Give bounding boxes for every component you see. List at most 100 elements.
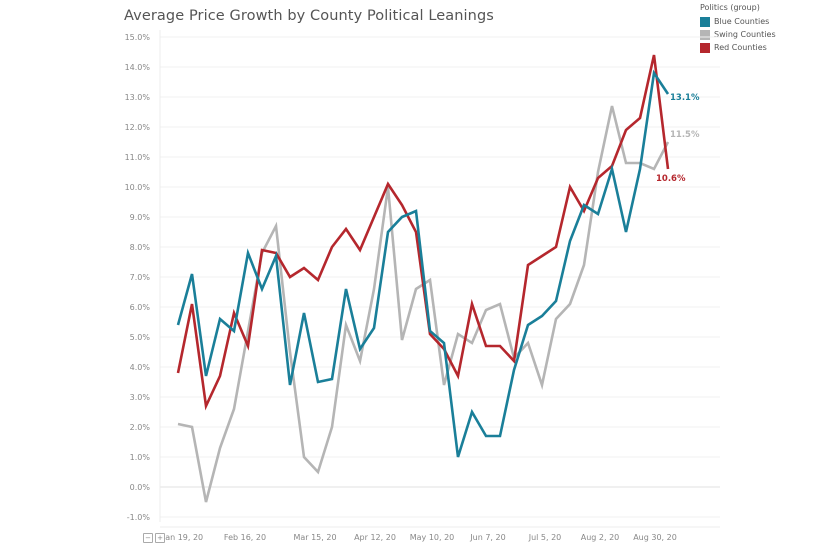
data-point-swing-counties[interactable] <box>303 456 305 458</box>
data-point-blue-counties[interactable] <box>373 327 375 329</box>
data-point-blue-counties[interactable] <box>443 342 445 344</box>
data-point-swing-counties[interactable] <box>191 426 193 428</box>
data-point-swing-counties[interactable] <box>345 324 347 326</box>
data-point-red-counties[interactable] <box>499 345 501 347</box>
data-point-blue-counties[interactable] <box>177 324 179 326</box>
zoom-in-button[interactable]: + <box>155 533 165 543</box>
data-point-blue-counties[interactable] <box>569 240 571 242</box>
data-point-blue-counties[interactable] <box>191 273 193 275</box>
data-point-blue-counties[interactable] <box>205 375 207 377</box>
data-point-swing-counties[interactable] <box>555 318 557 320</box>
data-point-blue-counties[interactable] <box>625 231 627 233</box>
data-point-swing-counties[interactable] <box>401 339 403 341</box>
data-point-swing-counties[interactable] <box>443 384 445 386</box>
data-point-red-counties[interactable] <box>345 228 347 230</box>
data-point-red-counties[interactable] <box>317 279 319 281</box>
legend-item-red-counties[interactable]: Red Counties <box>700 41 776 54</box>
data-point-red-counties[interactable] <box>247 345 249 347</box>
data-point-swing-counties[interactable] <box>331 426 333 428</box>
data-point-blue-counties[interactable] <box>499 435 501 437</box>
data-point-red-counties[interactable] <box>555 246 557 248</box>
data-point-swing-counties[interactable] <box>219 447 221 449</box>
data-point-red-counties[interactable] <box>191 303 193 305</box>
data-point-blue-counties[interactable] <box>261 288 263 290</box>
data-point-red-counties[interactable] <box>597 177 599 179</box>
data-point-red-counties[interactable] <box>513 360 515 362</box>
data-point-blue-counties[interactable] <box>317 381 319 383</box>
data-point-swing-counties[interactable] <box>541 384 543 386</box>
data-point-red-counties[interactable] <box>471 303 473 305</box>
data-point-blue-counties[interactable] <box>233 330 235 332</box>
data-point-red-counties[interactable] <box>359 249 361 251</box>
data-point-swing-counties[interactable] <box>205 501 207 503</box>
data-point-swing-counties[interactable] <box>359 360 361 362</box>
data-point-red-counties[interactable] <box>233 312 235 314</box>
data-point-swing-counties[interactable] <box>275 225 277 227</box>
data-point-swing-counties[interactable] <box>569 303 571 305</box>
data-point-red-counties[interactable] <box>219 375 221 377</box>
data-point-swing-counties[interactable] <box>233 408 235 410</box>
data-point-blue-counties[interactable] <box>247 252 249 254</box>
legend-item-blue-counties[interactable]: Blue Counties <box>700 15 776 28</box>
data-point-blue-counties[interactable] <box>513 369 515 371</box>
series-line-blue-counties[interactable] <box>176 69 670 458</box>
data-point-swing-counties[interactable] <box>667 141 669 143</box>
data-point-red-counties[interactable] <box>625 129 627 131</box>
data-point-blue-counties[interactable] <box>415 210 417 212</box>
data-point-blue-counties[interactable] <box>485 435 487 437</box>
data-point-blue-counties[interactable] <box>303 312 305 314</box>
data-point-swing-counties[interactable] <box>527 342 529 344</box>
data-point-blue-counties[interactable] <box>667 93 669 95</box>
data-point-red-counties[interactable] <box>415 231 417 233</box>
data-point-swing-counties[interactable] <box>373 288 375 290</box>
data-point-blue-counties[interactable] <box>359 348 361 350</box>
data-point-red-counties[interactable] <box>303 267 305 269</box>
data-point-red-counties[interactable] <box>457 375 459 377</box>
data-point-blue-counties[interactable] <box>219 318 221 320</box>
data-point-blue-counties[interactable] <box>289 384 291 386</box>
data-point-blue-counties[interactable] <box>527 324 529 326</box>
data-point-blue-counties[interactable] <box>597 213 599 215</box>
data-point-red-counties[interactable] <box>527 264 529 266</box>
series-line-swing-counties[interactable] <box>177 105 670 503</box>
data-point-red-counties[interactable] <box>331 246 333 248</box>
data-point-red-counties[interactable] <box>289 276 291 278</box>
data-point-red-counties[interactable] <box>485 345 487 347</box>
data-point-blue-counties[interactable] <box>331 378 333 380</box>
legend-item-swing-counties[interactable]: Swing Counties <box>700 28 776 41</box>
data-point-blue-counties[interactable] <box>387 231 389 233</box>
data-point-blue-counties[interactable] <box>611 168 613 170</box>
data-point-swing-counties[interactable] <box>289 351 291 353</box>
data-point-blue-counties[interactable] <box>457 456 459 458</box>
series-line-red-counties[interactable] <box>176 54 670 411</box>
data-point-red-counties[interactable] <box>541 255 543 257</box>
data-point-swing-counties[interactable] <box>583 264 585 266</box>
data-point-red-counties[interactable] <box>639 117 641 119</box>
data-point-red-counties[interactable] <box>387 183 389 185</box>
data-point-red-counties[interactable] <box>569 186 571 188</box>
data-point-blue-counties[interactable] <box>275 255 277 257</box>
data-point-blue-counties[interactable] <box>583 204 585 206</box>
data-point-red-counties[interactable] <box>205 405 207 407</box>
data-point-red-counties[interactable] <box>653 54 655 56</box>
data-point-blue-counties[interactable] <box>555 300 557 302</box>
data-point-swing-counties[interactable] <box>597 171 599 173</box>
data-point-red-counties[interactable] <box>373 216 375 218</box>
data-point-swing-counties[interactable] <box>499 303 501 305</box>
data-point-blue-counties[interactable] <box>401 216 403 218</box>
data-point-swing-counties[interactable] <box>611 105 613 107</box>
data-point-red-counties[interactable] <box>261 249 263 251</box>
data-point-red-counties[interactable] <box>401 204 403 206</box>
data-point-swing-counties[interactable] <box>625 162 627 164</box>
data-point-swing-counties[interactable] <box>429 279 431 281</box>
data-point-blue-counties[interactable] <box>429 330 431 332</box>
data-point-swing-counties[interactable] <box>485 309 487 311</box>
data-point-swing-counties[interactable] <box>177 423 179 425</box>
data-point-blue-counties[interactable] <box>541 315 543 317</box>
data-point-blue-counties[interactable] <box>471 411 473 413</box>
data-point-red-counties[interactable] <box>667 168 669 170</box>
data-point-swing-counties[interactable] <box>457 333 459 335</box>
data-point-swing-counties[interactable] <box>317 471 319 473</box>
data-point-red-counties[interactable] <box>177 372 179 374</box>
data-point-swing-counties[interactable] <box>653 168 655 170</box>
